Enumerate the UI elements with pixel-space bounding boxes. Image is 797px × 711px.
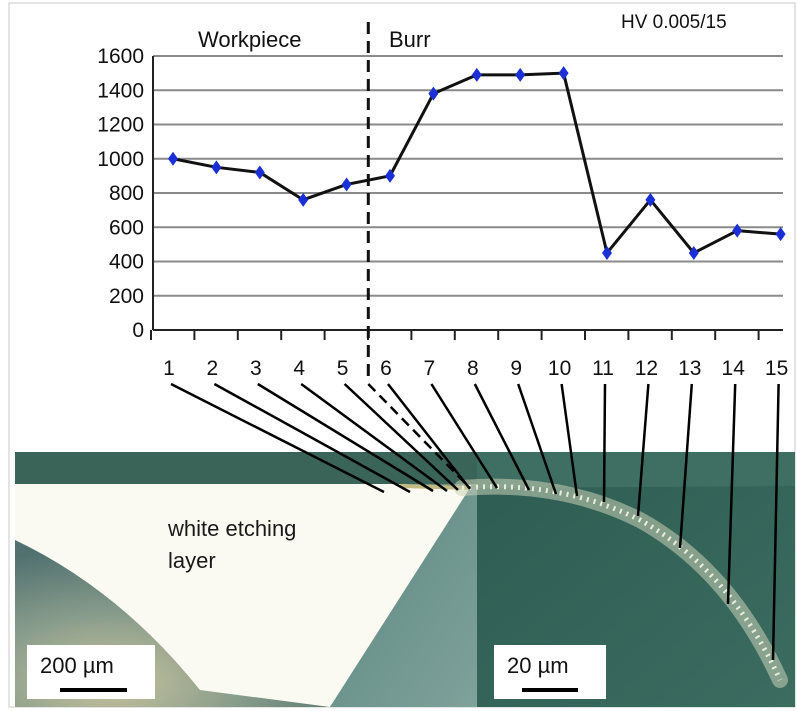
leader-line: [517, 383, 558, 495]
x-tick-label: 1: [163, 357, 175, 380]
data-point: [688, 245, 699, 260]
leader-line: [300, 382, 448, 493]
top-dark-band: [15, 452, 477, 484]
leader-line: [257, 382, 434, 493]
x-tick-labels: 1 2 3 4 5 6 7 8 9 10 11 12 13 14 15: [163, 357, 788, 380]
indent-leader-lines: [170, 382, 780, 661]
region-label-workpiece: Workpiece: [198, 27, 302, 52]
x-tick-label: 13: [678, 357, 701, 380]
x-tick-label: 14: [722, 357, 746, 380]
data-points: [168, 66, 786, 260]
hardness-unit-label: HV 0.005/15: [621, 12, 727, 33]
x-tick-label: 12: [635, 357, 658, 380]
y-tick-label: 200: [109, 285, 144, 308]
scale-bar-left-label: 200 µm: [40, 653, 114, 678]
data-point: [298, 192, 309, 207]
x-tick-label: 15: [765, 357, 788, 380]
x-tick-label: 3: [250, 357, 262, 380]
leader-line: [678, 383, 694, 549]
leader-line: [602, 383, 607, 503]
data-point: [211, 160, 222, 175]
x-tick-label: 8: [467, 357, 479, 380]
data-point: [168, 151, 178, 166]
data-point: [732, 223, 743, 238]
leader-line: [560, 383, 579, 497]
x-tick-label: 10: [548, 357, 571, 380]
micrograph-image: white etching layer 200 µm 20 µm: [15, 452, 795, 707]
x-tick-label: 11: [592, 357, 614, 380]
right-top-band: [477, 452, 795, 488]
leader-line: [343, 383, 459, 491]
boundary-leader-line: [367, 383, 471, 489]
data-point: [471, 67, 482, 82]
leader-line: [430, 383, 499, 489]
leader-line: [387, 383, 471, 490]
y-tick-label: 1600: [97, 45, 144, 68]
x-tick-label: 6: [380, 357, 392, 380]
scale-bar-right-label: 20 µm: [507, 653, 569, 678]
x-tick-label: 4: [293, 357, 305, 380]
x-tick-label: 5: [337, 357, 349, 380]
leader-line: [213, 382, 411, 494]
data-point: [775, 227, 786, 242]
leader-line: [771, 383, 780, 661]
data-point: [341, 177, 352, 192]
x-tick-label: 7: [424, 357, 436, 380]
white-etching-caption-line2: layer: [168, 548, 216, 573]
leader-line: [636, 383, 650, 517]
data-point: [558, 66, 569, 81]
y-tick-labels: 0 200 400 600 800 1000 1200 1400 1600: [97, 45, 144, 342]
region-label-burr: Burr: [389, 27, 431, 52]
grey-wedge: [330, 488, 477, 707]
leader-line: [473, 383, 531, 491]
data-point: [602, 245, 612, 260]
y-tick-label: 1200: [97, 114, 144, 137]
white-layer-speckle: [461, 484, 783, 682]
y-tick-label: 600: [109, 216, 144, 239]
y-tick-label: 1000: [97, 148, 144, 171]
x-tick-label: 2: [207, 357, 219, 380]
leader-line: [170, 382, 385, 494]
y-tick-label: 0: [132, 319, 144, 342]
y-tick-label: 1400: [97, 79, 144, 102]
data-point: [515, 67, 526, 82]
data-point: [645, 192, 656, 207]
x-tick-label: 9: [510, 357, 522, 380]
y-tick-label: 400: [109, 251, 144, 274]
data-point: [385, 168, 395, 183]
white-etching-caption-line1: white etching: [167, 516, 296, 541]
leader-line: [726, 383, 737, 605]
white-etching-layer: [15, 484, 470, 707]
data-point: [254, 165, 265, 180]
x-tick-marks: [150, 329, 783, 340]
y-tick-label: 800: [109, 182, 144, 205]
data-point: [428, 86, 439, 101]
